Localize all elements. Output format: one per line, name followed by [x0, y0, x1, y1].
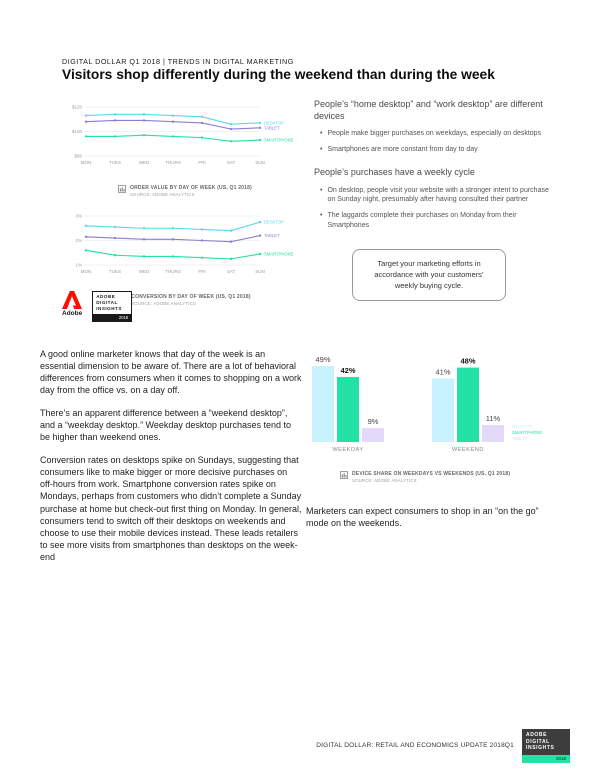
adi-badge-line: INSIGHTS — [96, 305, 122, 311]
bar-chart-icon — [118, 185, 126, 193]
conversion-line-chart: 3% 2% 1%MON TUES WED THURS FRI SAT SUN DESKTOP TAB… — [75, 214, 294, 274]
masthead-logos: Adobe ADOBE DIGITAL INSIGHTS 2018 — [62, 291, 133, 322]
body-paragraph: Conversion rates on desktops spike on Su… — [40, 455, 302, 562]
callout-box: Target your marketing efforts in accorda… — [352, 248, 506, 302]
svg-text:WEEKDAY: WEEKDAY — [332, 447, 363, 453]
svg-text:49%: 49% — [315, 355, 330, 364]
bar-chart-icon — [340, 471, 348, 479]
adi-badge-line: INSIGHTS — [526, 745, 555, 751]
svg-text:$100: $100 — [72, 129, 83, 134]
bullet-text: People make bigger purchases on weekdays… — [327, 130, 542, 138]
page-footer: DIGITAL DOLLAR: RETAIL AND ECONOMICS UPD… — [316, 729, 570, 763]
bullet-marker — [320, 145, 322, 155]
body-paragraph: There’s an apparent difference between a… — [40, 408, 291, 443]
svg-text:MON: MON — [81, 160, 92, 165]
device-share-bar-chart: 49% 42% 9% WEEKDAY 41% 48% 11% WEEKEND DESKTOPSM… — [312, 355, 542, 453]
svg-text:DESKTOP: DESKTOP — [512, 424, 533, 429]
chart-caption: ORDER VALUE BY DAY OF WEEK (US, Q1 2018)… — [62, 185, 308, 197]
svg-text:THURS: THURS — [165, 269, 181, 274]
svg-text:FRI: FRI — [198, 160, 205, 165]
svg-text:11%: 11% — [486, 414, 501, 423]
body-paragraph: A good online marketer knows that day of… — [40, 349, 302, 396]
svg-text:SUN: SUN — [255, 269, 265, 274]
svg-text:SMARTPHONE: SMARTPHONE — [264, 138, 294, 143]
svg-text:41%: 41% — [435, 367, 450, 376]
svg-text:FRI: FRI — [198, 269, 205, 274]
adi-badge-line: ADOBE — [96, 294, 116, 299]
svg-text:THURS: THURS — [165, 160, 181, 165]
svg-text:9%: 9% — [368, 417, 379, 426]
svg-text:2%: 2% — [75, 238, 82, 243]
bullet-text: On desktop, people visit your website wi… — [327, 186, 549, 204]
svg-text:SMARTPHONE: SMARTPHONE — [512, 430, 542, 435]
adi-badge-line: ADOBE — [526, 732, 548, 738]
bullet-text: The laggards complete their purchases on… — [327, 212, 517, 230]
adi-badge-line: DIGITAL — [526, 738, 550, 745]
charts-column: $120 $100 $80 MON TUES WED THURS FRI SAT SUN DESKT… — [62, 100, 308, 318]
adi-badge-year: 2018 — [522, 754, 570, 763]
adobe-logo: Adobe — [62, 291, 82, 317]
svg-text:TABLET: TABLET — [512, 436, 528, 441]
svg-text:MON: MON — [81, 269, 92, 274]
kicker: DIGITAL DOLLAR Q1 2018 | TRENDS IN DIGIT… — [62, 57, 294, 66]
svg-text:TUES: TUES — [109, 160, 121, 165]
svg-text:WED: WED — [139, 269, 150, 274]
bullet-marker — [320, 129, 322, 139]
adi-badge: ADOBE DIGITAL INSIGHTS 2018 — [92, 291, 133, 322]
device-share-chart-block: 49% 42% 9% WEEKDAY 41% 48% 11% WEEKEND DESKTOP SM… — [306, 352, 558, 483]
page-title: Visitors shop differently during the wee… — [62, 67, 495, 82]
adobe-wordmark: Adobe — [62, 310, 83, 317]
bullet-item: On desktop, people visit your website wi… — [314, 186, 550, 206]
svg-text:SMARTPHONE: SMARTPHONE — [264, 251, 294, 256]
svg-text:SAT: SAT — [227, 269, 236, 274]
bullet-marker — [320, 186, 322, 206]
bullet-item: The laggards complete their purchases on… — [314, 211, 550, 231]
svg-text:SUN: SUN — [255, 160, 265, 165]
chart-source: SOURCE: ADOBE ANALYTICS — [352, 478, 417, 483]
svg-text:DESKTOP: DESKTOP — [264, 120, 284, 125]
svg-text:TABLET: TABLET — [264, 233, 280, 238]
svg-text:SAT: SAT — [227, 160, 236, 165]
conversion-chart-block: 3% 2% 1% MON TUES WED THURS FRI SAT SUN DESKTOP TAB… — [62, 209, 308, 306]
svg-text:1%: 1% — [75, 263, 82, 268]
chart-source: SOURCE: ADOBE ANALYTICS — [129, 192, 195, 197]
svg-text:$120: $120 — [72, 105, 83, 110]
bullet-marker — [320, 211, 322, 231]
svg-text:WED: WED — [139, 160, 150, 165]
footer-text: DIGITAL DOLLAR: RETAIL AND ECONOMICS UPD… — [316, 742, 514, 750]
bar-chart-note: Marketers can expect consumers to shop i… — [306, 506, 539, 529]
svg-text:WEEKEND: WEEKEND — [452, 447, 484, 453]
section-heading-devices: People’s “home desktop” and “work deskto… — [314, 99, 543, 121]
svg-text:TUES: TUES — [109, 269, 121, 274]
svg-text:3%: 3% — [75, 214, 82, 219]
adi-badge-line: DIGITAL — [96, 299, 118, 305]
svg-text:48%: 48% — [460, 357, 475, 366]
adobe-mark-icon — [62, 291, 83, 309]
order-value-chart-block: $120 $100 $80 MON TUES WED THURS FRI SAT SUN DESKT… — [62, 100, 308, 197]
insights-column: People’s “home desktop” and “work deskto… — [314, 99, 550, 302]
adi-badge-year: 2018 — [93, 313, 132, 321]
bullet-item: People make bigger purchases on weekdays… — [314, 129, 550, 139]
svg-text:TABLET: TABLET — [264, 125, 280, 130]
bullet-item: Smartphones are more constant from day t… — [314, 145, 550, 155]
chart-source: SOURCE: ADOBE ANALYTICS — [131, 301, 196, 306]
chart-caption: DEVICE SHARE ON WEEKDAYS VS WEEKENDS (US… — [340, 471, 558, 483]
section-heading-cycle: People’s purchases have a weekly cycle — [314, 166, 475, 177]
svg-text:42%: 42% — [340, 366, 355, 375]
chart-title: DEVICE SHARE ON WEEKDAYS VS WEEKENDS (US… — [352, 471, 511, 477]
svg-text:$80: $80 — [74, 154, 82, 159]
chart-title: ORDER VALUE BY DAY OF WEEK (US, Q1 2018) — [129, 185, 252, 191]
chart-title: CONVERSION BY DAY OF WEEK (US, Q1 2018) — [131, 294, 251, 300]
bullet-text: Smartphones are more constant from day t… — [327, 146, 478, 154]
footer-adi-badge: ADOBE DIGITAL INSIGHTS 2018 — [522, 729, 570, 763]
body-text: A good online marketer knows that day of… — [40, 348, 302, 574]
svg-text:DESKTOP: DESKTOP — [264, 220, 284, 225]
